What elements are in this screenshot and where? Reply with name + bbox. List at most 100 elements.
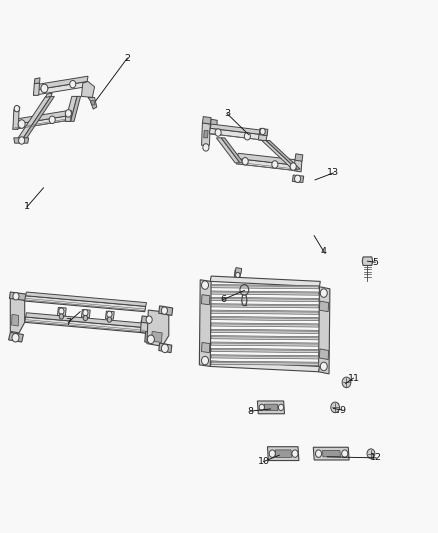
- Circle shape: [259, 404, 265, 410]
- Polygon shape: [159, 306, 173, 316]
- Polygon shape: [210, 276, 320, 287]
- Polygon shape: [147, 310, 169, 346]
- Polygon shape: [25, 317, 146, 333]
- Text: 3: 3: [224, 109, 230, 118]
- Polygon shape: [259, 128, 268, 136]
- Circle shape: [320, 362, 327, 370]
- Polygon shape: [295, 154, 303, 161]
- Polygon shape: [294, 159, 302, 172]
- Polygon shape: [265, 404, 278, 410]
- Circle shape: [244, 133, 251, 140]
- Circle shape: [292, 450, 298, 457]
- Polygon shape: [211, 297, 318, 302]
- Polygon shape: [65, 96, 77, 122]
- Circle shape: [59, 308, 64, 314]
- Polygon shape: [204, 131, 208, 138]
- Polygon shape: [46, 93, 52, 98]
- Polygon shape: [13, 111, 19, 130]
- Polygon shape: [33, 83, 39, 95]
- Polygon shape: [65, 111, 71, 122]
- Polygon shape: [258, 401, 285, 414]
- Polygon shape: [237, 154, 299, 165]
- Text: 4: 4: [321, 247, 327, 256]
- Polygon shape: [201, 123, 210, 146]
- Polygon shape: [71, 96, 81, 122]
- Polygon shape: [14, 111, 67, 125]
- Text: 6: 6: [220, 295, 226, 304]
- Polygon shape: [141, 316, 154, 324]
- Polygon shape: [18, 96, 51, 138]
- Polygon shape: [106, 311, 114, 319]
- Circle shape: [331, 402, 339, 413]
- Polygon shape: [25, 296, 146, 312]
- Polygon shape: [210, 361, 319, 372]
- Circle shape: [107, 311, 112, 318]
- Polygon shape: [23, 96, 54, 138]
- Polygon shape: [91, 101, 95, 105]
- Polygon shape: [276, 450, 291, 457]
- Polygon shape: [318, 287, 330, 374]
- Circle shape: [59, 314, 64, 319]
- Circle shape: [279, 404, 284, 410]
- Polygon shape: [210, 124, 264, 135]
- Circle shape: [107, 317, 112, 322]
- Polygon shape: [199, 280, 211, 367]
- Polygon shape: [211, 310, 318, 314]
- Text: 2: 2: [124, 54, 131, 62]
- Polygon shape: [25, 292, 147, 306]
- Polygon shape: [10, 292, 27, 301]
- Circle shape: [342, 450, 348, 457]
- Circle shape: [201, 281, 208, 289]
- Polygon shape: [13, 116, 66, 130]
- Circle shape: [203, 144, 209, 151]
- Polygon shape: [57, 308, 66, 316]
- Circle shape: [18, 137, 25, 144]
- Polygon shape: [211, 355, 318, 359]
- Polygon shape: [209, 128, 263, 140]
- Circle shape: [70, 80, 76, 88]
- Polygon shape: [145, 332, 158, 344]
- Text: 13: 13: [327, 168, 339, 177]
- Polygon shape: [35, 76, 88, 90]
- Polygon shape: [202, 117, 211, 124]
- Circle shape: [148, 335, 154, 344]
- Polygon shape: [211, 342, 318, 346]
- Circle shape: [269, 450, 276, 457]
- Polygon shape: [201, 343, 210, 353]
- Circle shape: [13, 293, 19, 300]
- Text: 8: 8: [247, 407, 254, 416]
- Circle shape: [12, 334, 19, 342]
- Circle shape: [14, 106, 19, 112]
- Polygon shape: [81, 310, 90, 318]
- Polygon shape: [221, 138, 244, 163]
- Circle shape: [83, 316, 88, 321]
- Polygon shape: [313, 447, 349, 460]
- Circle shape: [315, 450, 321, 457]
- Polygon shape: [235, 268, 242, 274]
- Polygon shape: [362, 257, 373, 265]
- Circle shape: [201, 357, 208, 365]
- Circle shape: [260, 128, 265, 135]
- Polygon shape: [292, 175, 304, 182]
- Circle shape: [49, 116, 55, 124]
- Polygon shape: [211, 285, 318, 289]
- Text: 12: 12: [370, 454, 382, 463]
- Polygon shape: [159, 343, 172, 353]
- Polygon shape: [268, 447, 299, 461]
- Polygon shape: [211, 291, 318, 295]
- Polygon shape: [34, 78, 40, 84]
- Text: 5: 5: [372, 258, 378, 266]
- Polygon shape: [201, 295, 210, 305]
- Circle shape: [294, 175, 300, 182]
- Circle shape: [320, 289, 327, 297]
- Circle shape: [83, 310, 88, 316]
- Polygon shape: [210, 119, 217, 127]
- Circle shape: [272, 161, 278, 168]
- Circle shape: [236, 272, 240, 278]
- Polygon shape: [141, 321, 153, 334]
- Circle shape: [367, 449, 375, 458]
- Polygon shape: [209, 124, 217, 135]
- Polygon shape: [211, 329, 318, 334]
- Polygon shape: [211, 304, 318, 308]
- Polygon shape: [237, 159, 298, 171]
